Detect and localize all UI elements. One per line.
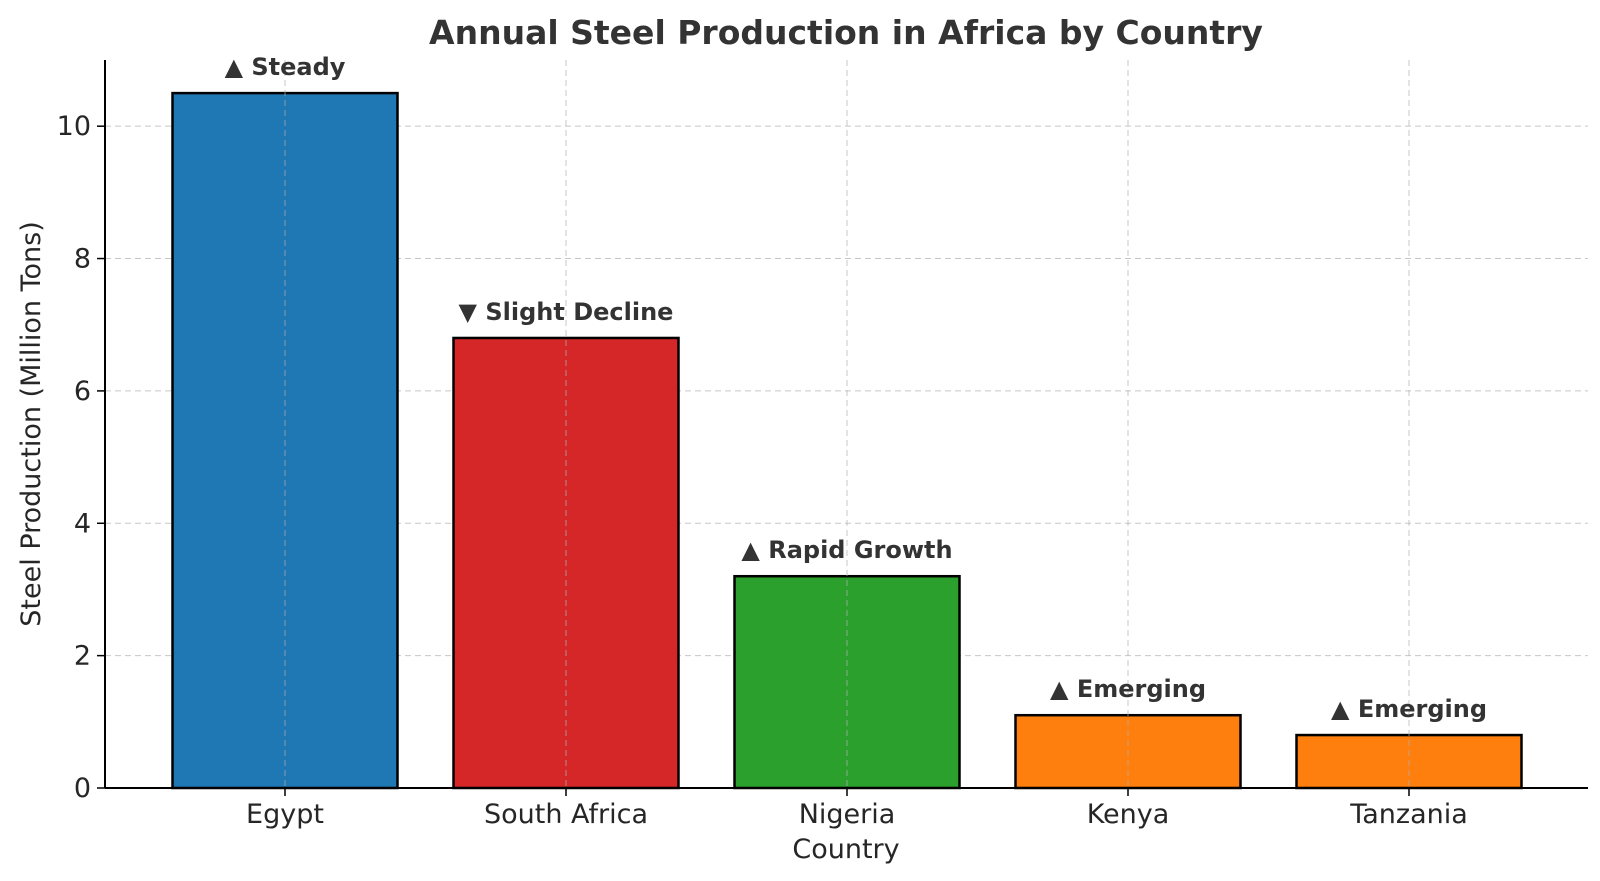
- bar-annotation: ▲ Emerging: [1050, 675, 1206, 703]
- x-gridlines: [284, 60, 1410, 788]
- bar-annotations: ▲ Steady ▼ Slight Decline ▲ Rapid Growth ▲ …: [225, 53, 1487, 723]
- y-tick-label: 8: [74, 244, 91, 275]
- chart-title: Annual Steel Production in Africa by Cou…: [429, 13, 1263, 52]
- bar-annotation: ▲ Rapid Growth: [741, 536, 952, 564]
- y-tick-label: 2: [74, 641, 91, 672]
- bar-annotation: ▼ Slight Decline: [459, 298, 674, 326]
- y-tick-label: 6: [74, 376, 91, 407]
- x-axis-label: Country: [792, 834, 899, 865]
- x-ticks: Egypt South Africa Nigeria Kenya Tanzania: [246, 788, 1468, 830]
- y-ticks: 0 2 4 6 8 10: [57, 111, 105, 804]
- x-tick-label: Tanzania: [1349, 799, 1468, 830]
- x-tick-label: South Africa: [484, 799, 648, 830]
- x-tick-label: Egypt: [246, 799, 324, 830]
- x-tick-label: Kenya: [1087, 799, 1170, 830]
- y-axis-label: Steel Production (Million Tons): [16, 221, 47, 626]
- y-tick-label: 4: [74, 508, 91, 539]
- x-tick-label: Nigeria: [799, 799, 896, 830]
- bar-annotation: ▲ Emerging: [1331, 695, 1487, 723]
- bar-annotation: ▲ Steady: [225, 53, 346, 81]
- y-tick-label: 0: [74, 773, 91, 804]
- y-tick-label: 10: [57, 111, 91, 142]
